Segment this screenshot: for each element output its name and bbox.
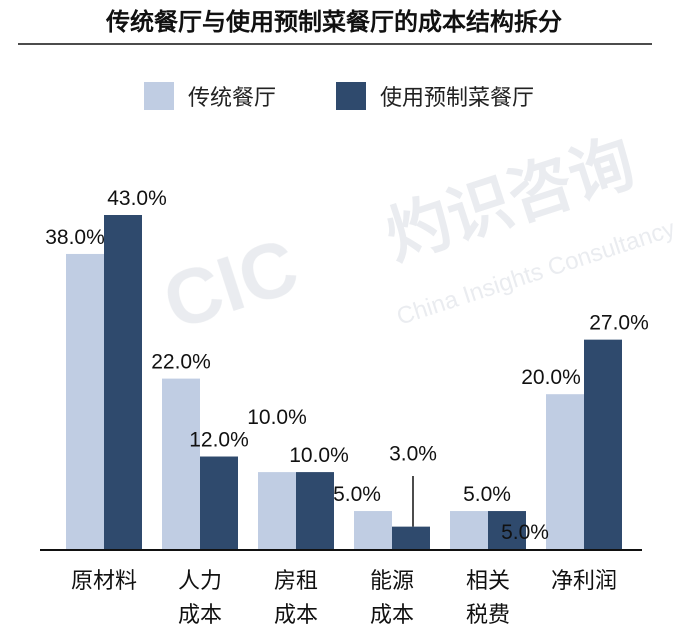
data-label-prefab-5: 27.0% [589,312,649,335]
chart-title: 传统餐厅与使用预制菜餐厅的成本结构拆分 [105,7,562,36]
data-label-prefab-1: 12.0% [189,429,249,452]
bar-prefab-1 [200,456,238,550]
bar-traditional-1 [162,378,200,550]
category-label-4-0: 相关 [466,569,510,594]
data-label-traditional-4: 5.0% [463,483,511,506]
bar-prefab-3 [392,526,430,550]
bar-traditional-0 [66,253,104,550]
legend-label-traditional: 传统餐厅 [188,86,276,111]
data-label-prefab-4: 5.0% [501,521,549,544]
bar-prefab-4 [488,511,526,550]
bar-traditional-4 [450,511,488,550]
watermark-logo: CIC [153,221,308,346]
data-label-prefab-3: 3.0% [389,443,437,466]
bar-prefab-0 [104,215,142,550]
legend: 传统餐厅 使用预制菜餐厅 [144,82,534,111]
bars [66,215,622,550]
data-label-traditional-0: 38.0% [45,226,105,249]
legend-swatch-traditional [144,82,174,110]
data-label-traditional-5: 20.0% [521,366,581,389]
bar-traditional-3 [354,511,392,550]
data-label-traditional-3: 5.0% [333,483,381,506]
bar-traditional-2 [258,472,296,550]
bar-traditional-5 [546,394,584,550]
category-label-3-1: 成本 [370,603,414,628]
legend-swatch-prefab [336,82,366,110]
category-label-5-0: 净利润 [551,569,617,594]
category-label-3-0: 能源 [370,569,414,594]
legend-label-prefab: 使用预制菜餐厅 [380,86,534,111]
data-label-traditional-2: 10.0% [247,406,307,429]
bar-prefab-2 [296,472,334,550]
category-label-1-0: 人力 [178,569,222,594]
category-label-1-1: 成本 [178,603,222,628]
category-label-2-0: 房租 [274,569,318,594]
bar-prefab-5 [584,339,622,550]
data-label-prefab-2: 10.0% [289,444,349,467]
data-label-prefab-0: 43.0% [107,187,167,210]
data-labels: 38.0%43.0%22.0%12.0%10.0%10.0%5.0%3.0%5.… [45,187,649,544]
category-label-0-0: 原材料 [71,569,137,594]
data-label-traditional-1: 22.0% [151,351,211,374]
category-label-2-1: 成本 [274,603,318,628]
category-label-4-1: 税费 [466,603,510,628]
